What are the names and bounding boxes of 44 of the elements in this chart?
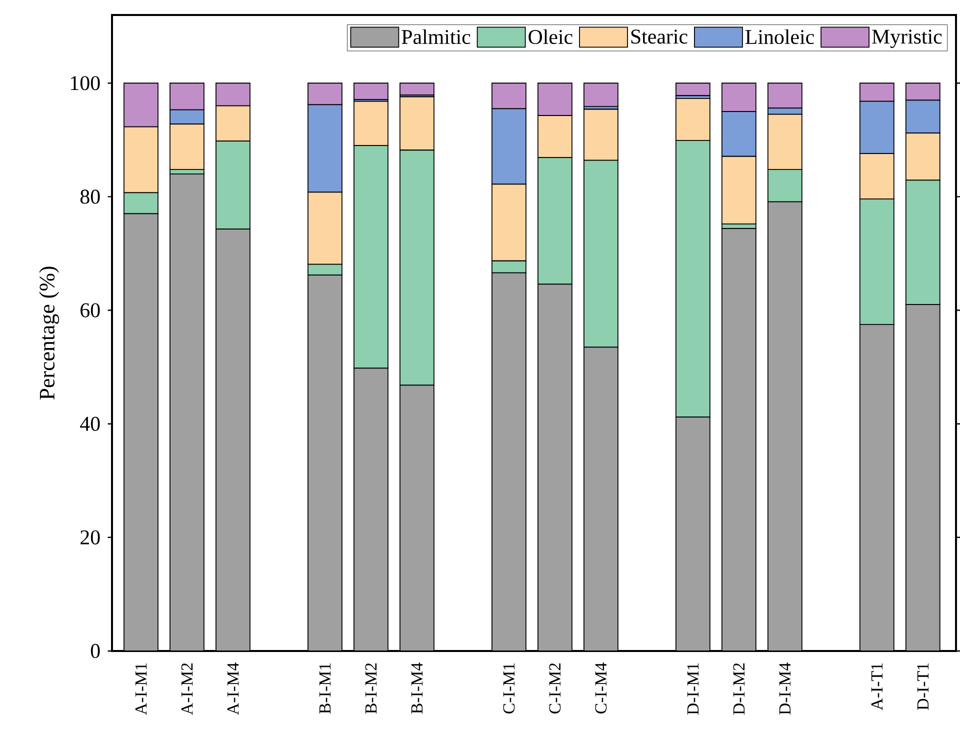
- bar: [675, 416, 710, 651]
- x-tick-label: C-I-M4: [595, 662, 607, 714]
- bar: [721, 228, 756, 651]
- bar: [216, 228, 250, 651]
- bar: [400, 384, 434, 651]
- y-tick-label: 80: [80, 190, 100, 204]
- x-tick-label: D-I-T1: [917, 663, 928, 710]
- bar: [354, 368, 388, 651]
- legend-label: Myristic: [872, 30, 942, 48]
- legend-label: Linoleic: [746, 29, 814, 44]
- y-tick-label: 20: [80, 530, 100, 544]
- x-tick-label: D-I-M1: [687, 663, 699, 715]
- y-tick-label: 100: [71, 76, 100, 90]
- x-tick-label: D-I-M4: [779, 662, 790, 715]
- bar: [538, 284, 572, 651]
- bar: [354, 82, 388, 100]
- x-tick-label: B-I-M1: [319, 663, 331, 714]
- x-tick-label: C-I-M1: [503, 663, 515, 714]
- legend-label: Stearic: [631, 30, 688, 44]
- x-tick-label: A-I-M4: [227, 662, 239, 715]
- bar: [492, 272, 526, 651]
- bar: [308, 274, 342, 651]
- bar: [905, 304, 940, 651]
- x-tick-label: A-I-T1: [871, 663, 882, 710]
- y-axis-title: Percentage (%): [39, 266, 60, 400]
- y-tick-label: 40: [80, 416, 100, 431]
- bar: [859, 324, 894, 651]
- bar: [170, 174, 204, 651]
- x-tick-label: D-I-M2: [733, 663, 745, 715]
- x-tick-label: B-I-M2: [365, 663, 377, 714]
- x-tick-label: C-I-M2: [549, 663, 561, 714]
- y-tick-label: 0: [90, 644, 100, 658]
- x-tick-label: A-I-M2: [181, 663, 193, 715]
- bar: [584, 347, 618, 651]
- x-tick-label: B-I-M4: [411, 662, 423, 714]
- bar: [767, 201, 802, 651]
- legend-label: Palmitic: [402, 29, 470, 44]
- x-tick-label: A-I-M1: [135, 663, 147, 715]
- bar: [583, 82, 618, 107]
- bar: [675, 82, 710, 96]
- bar: [400, 82, 434, 96]
- y-tick-label: 60: [80, 303, 100, 318]
- legend-label: Oleic: [528, 29, 572, 44]
- bar: [124, 213, 158, 651]
